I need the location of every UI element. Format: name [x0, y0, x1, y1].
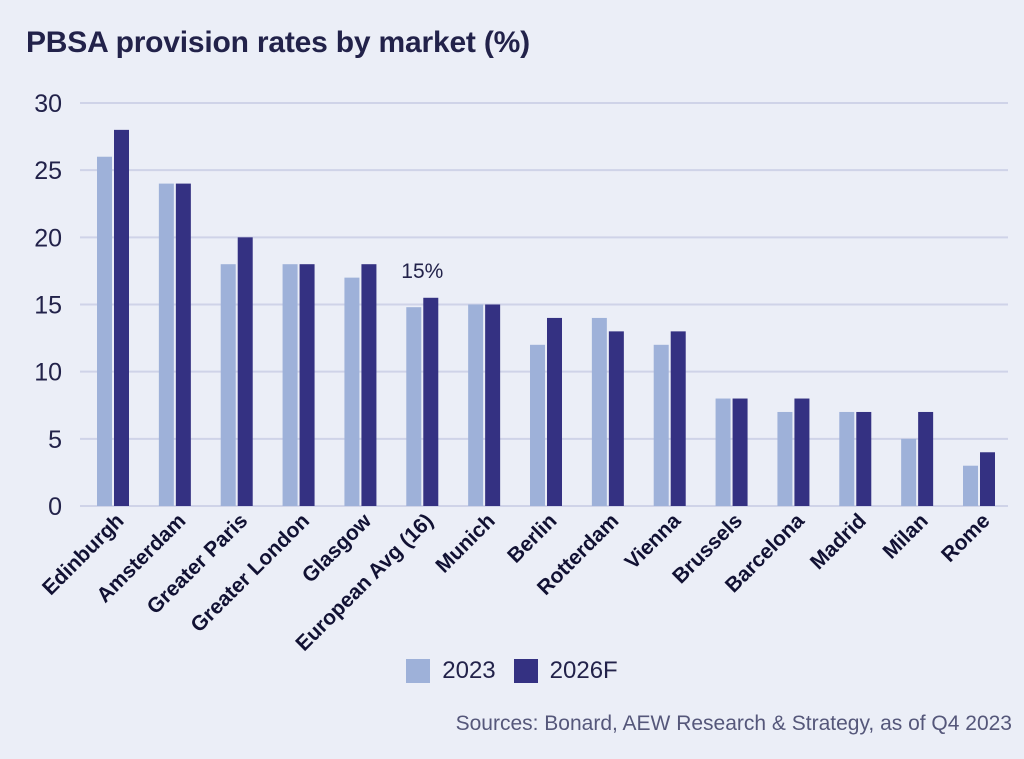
bar-2026f-rome: [980, 452, 995, 506]
bar-2023-barcelona: [777, 411, 793, 506]
source-note: Sources: Bonard, AEW Research & Strategy…: [455, 712, 1012, 735]
bar-2026f-rotterdam: [608, 331, 624, 506]
y-tick-label: 5: [48, 426, 62, 454]
bar-2026f-vienna: [670, 331, 686, 506]
legend-item-2023: 2023: [406, 657, 496, 685]
bar-2026f-greater-london: [299, 264, 315, 506]
chart-title: PBSA provision rates by market (%): [26, 26, 530, 59]
y-tick-label: 25: [34, 157, 62, 185]
bar-2026f-glasgow: [361, 264, 377, 506]
annotations: 15%: [401, 260, 443, 283]
legend: 2023 2026F: [0, 657, 1024, 685]
x-tick-label: Munich: [431, 509, 499, 577]
legend-label-2026f: 2026F: [549, 657, 618, 684]
bar-2023-berlin: [530, 344, 545, 506]
bar-2026f-berlin: [547, 317, 562, 506]
bar-2023-greater-london: [282, 264, 298, 506]
bar-2026f-brussels: [732, 398, 748, 506]
data-label-annotation: 15%: [401, 260, 443, 283]
bar-2026f-edinburgh: [114, 129, 129, 506]
bar-2026f-milan: [918, 411, 934, 506]
bar-2023-rome: [963, 465, 978, 506]
bar-2023-vienna: [653, 344, 669, 506]
y-tick-label: 30: [34, 90, 62, 118]
x-tick-label: Greater London: [186, 509, 314, 637]
bar-2023-brussels: [715, 398, 731, 506]
bar-2023-glasgow: [344, 277, 360, 506]
bar-2026f-amsterdam: [175, 183, 191, 506]
bar-2023-madrid: [839, 411, 855, 506]
bar-2023-milan: [901, 438, 917, 506]
legend-swatch-2026f: [513, 659, 538, 683]
bar-2026f-greater-paris: [237, 237, 253, 507]
bar-2023-munich: [468, 304, 484, 506]
bar-2026f-barcelona: [794, 398, 810, 506]
bar-2026f-european-avg-16: [423, 297, 439, 506]
bar-2023-european-avg-16: [406, 307, 422, 506]
bars: [97, 129, 995, 507]
bar-2023-amsterdam: [158, 183, 174, 506]
bar-2023-greater-paris: [220, 264, 236, 506]
x-tick-label: Madrid: [806, 509, 871, 574]
y-tick-label: 15: [34, 292, 62, 320]
legend-swatch-2023: [406, 659, 431, 683]
y-tick-label: 10: [34, 359, 62, 387]
x-tick-label: Milan: [878, 509, 932, 563]
x-tick-label: Rome: [937, 509, 995, 567]
y-tick-label: 20: [34, 224, 62, 252]
bar-2026f-munich: [485, 304, 501, 506]
legend-label-2023: 2023: [442, 657, 496, 684]
bar-2023-edinburgh: [97, 156, 112, 506]
y-axis-ticks: 0 5 10 15 20 25 30: [34, 90, 62, 521]
y-tick-label: 0: [48, 493, 62, 521]
x-tick-label: Berlin: [503, 509, 561, 567]
bar-2023-rotterdam: [591, 317, 607, 506]
legend-item-2026f: 2026F: [513, 657, 618, 685]
bar-2026f-madrid: [856, 411, 872, 506]
